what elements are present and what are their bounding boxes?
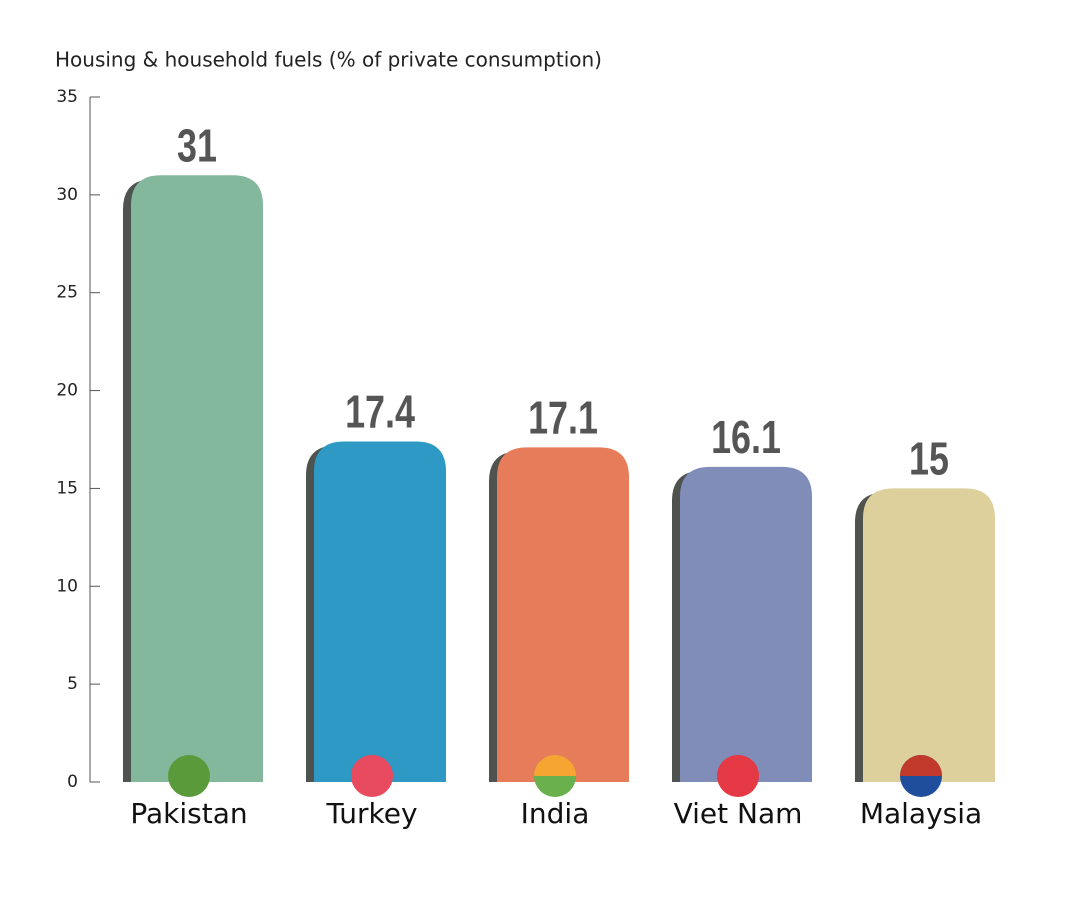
y-tick-label: 10 xyxy=(56,576,78,596)
bar xyxy=(131,175,263,783)
value-label: 17.4 xyxy=(345,386,415,437)
value-label: 31 xyxy=(177,120,217,171)
y-tick-label: 25 xyxy=(56,283,78,303)
bar xyxy=(680,466,812,782)
flag-icon xyxy=(168,755,210,797)
x-tick-label: Viet Nam xyxy=(674,797,803,830)
x-tick-label: India xyxy=(521,797,590,830)
y-tick-label: 5 xyxy=(67,674,78,694)
flag-icon xyxy=(351,755,393,776)
value-label: 17.1 xyxy=(528,392,598,443)
x-tick-label: Turkey xyxy=(325,797,417,830)
y-tick-label: 35 xyxy=(56,87,78,107)
y-tick-label: 15 xyxy=(56,478,78,498)
x-tick-label: Pakistan xyxy=(130,797,247,830)
value-label: 15 xyxy=(909,433,949,484)
y-axis-title: Housing & household fuels (% of private … xyxy=(55,48,602,72)
bar xyxy=(497,447,629,782)
value-label: 16.1 xyxy=(711,412,781,463)
y-tick-label: 0 xyxy=(67,772,78,792)
bar xyxy=(863,488,995,782)
flag-icon xyxy=(534,755,576,776)
flag-icon xyxy=(900,755,942,776)
flag-icon xyxy=(717,755,759,776)
x-tick-label: Malaysia xyxy=(860,797,982,830)
y-tick-label: 30 xyxy=(56,185,78,205)
y-tick-label: 20 xyxy=(56,381,78,401)
bar xyxy=(314,441,446,782)
